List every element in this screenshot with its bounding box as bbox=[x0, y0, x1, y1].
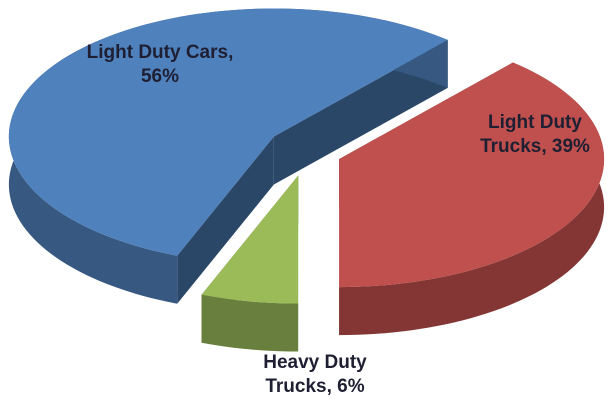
data-label: Light Duty Cars, 56% bbox=[86, 42, 234, 87]
slice-wall bbox=[177, 136, 274, 304]
slice-wall bbox=[273, 39, 448, 185]
slice bbox=[339, 62, 605, 288]
slice bbox=[201, 175, 299, 304]
slice bbox=[8, 8, 448, 256]
slice-side bbox=[339, 62, 605, 336]
data-label: Light Duty Trucks, 39% bbox=[480, 112, 590, 157]
data-label: Heavy Duty Trucks, 6% bbox=[263, 352, 367, 397]
slice-side bbox=[201, 294, 299, 352]
